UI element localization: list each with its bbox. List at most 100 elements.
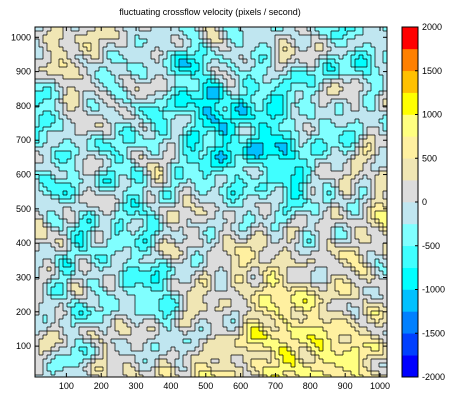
field-cell (87, 27, 92, 32)
field-cell (187, 195, 192, 200)
field-cell (287, 191, 292, 196)
field-cell (327, 107, 332, 112)
field-cell (359, 175, 364, 180)
field-cell (287, 159, 292, 164)
field-cell (239, 67, 244, 72)
field-cell (331, 207, 336, 212)
field-cell (379, 211, 384, 216)
field-cell (47, 239, 52, 244)
field-cell (319, 67, 324, 72)
field-cell (191, 91, 196, 96)
field-cell (111, 171, 116, 176)
field-cell (167, 27, 172, 32)
field-cell (367, 87, 372, 92)
field-cell (235, 143, 240, 148)
field-cell (43, 67, 48, 72)
field-cell (359, 111, 364, 116)
field-cell (355, 99, 360, 104)
field-cell (39, 231, 44, 236)
field-cell (319, 35, 324, 40)
field-cell (247, 35, 252, 40)
field-cell (235, 139, 240, 144)
field-cell (67, 71, 72, 76)
field-cell (311, 63, 316, 68)
field-cell (111, 199, 116, 204)
field-cell (383, 63, 387, 68)
field-cell (131, 151, 136, 156)
field-cell (123, 91, 128, 96)
field-cell (343, 71, 348, 76)
field-cell (263, 211, 268, 216)
field-cell (63, 159, 68, 164)
field-cell (51, 247, 56, 252)
field-cell (35, 183, 40, 188)
field-cell (267, 95, 272, 100)
field-cell (55, 251, 60, 256)
field-cell (151, 235, 156, 240)
field-cell (147, 179, 152, 184)
field-cell (263, 135, 268, 140)
field-cell (331, 203, 336, 208)
field-cell (127, 103, 132, 108)
field-cell (75, 39, 80, 44)
field-cell (163, 175, 168, 180)
field-cell (35, 151, 40, 156)
field-cell (127, 119, 132, 124)
field-cell (251, 127, 256, 132)
field-cell (111, 187, 116, 192)
field-cell (183, 111, 188, 116)
field-cell (279, 91, 284, 96)
field-cell (227, 163, 232, 168)
field-cell (143, 247, 148, 252)
field-cell (75, 211, 80, 216)
field-cell (71, 39, 76, 44)
field-cell (163, 47, 168, 52)
field-cell (67, 163, 72, 168)
field-cell (135, 187, 140, 192)
field-cell (367, 35, 372, 40)
field-cell (343, 159, 348, 164)
field-cell (299, 159, 304, 164)
field-cell (103, 59, 108, 64)
field-cell (43, 87, 48, 92)
field-cell (331, 243, 336, 248)
field-cell (247, 123, 252, 128)
field-cell (123, 187, 128, 192)
field-cell (83, 231, 88, 236)
field-cell (223, 203, 228, 208)
field-cell (323, 131, 328, 136)
field-cell (267, 43, 272, 48)
field-cell (55, 219, 60, 224)
field-cell (291, 95, 296, 100)
field-cell (147, 195, 152, 200)
field-cell (63, 75, 68, 80)
field-cell (215, 147, 220, 152)
field-cell (375, 231, 380, 236)
field-cell (275, 247, 280, 252)
field-cell (227, 119, 232, 124)
field-cell (379, 175, 384, 180)
field-cell (195, 191, 200, 196)
field-cell (63, 107, 68, 112)
field-cell (59, 59, 64, 64)
field-cell (179, 111, 184, 116)
field-cell (163, 247, 168, 252)
field-cell (171, 203, 176, 208)
field-cell (203, 63, 208, 68)
field-cell (223, 135, 228, 140)
field-cell (51, 215, 56, 220)
field-cell (247, 147, 252, 152)
field-cell (107, 135, 112, 140)
field-cell (87, 59, 92, 64)
field-cell (283, 39, 288, 44)
field-cell (327, 51, 332, 56)
field-cell (315, 247, 320, 252)
field-cell (35, 55, 40, 60)
field-cell (231, 91, 236, 96)
field-cell (351, 159, 356, 164)
field-cell (251, 63, 256, 68)
field-cell (291, 59, 296, 64)
field-cell (319, 43, 324, 48)
field-cell (163, 75, 168, 80)
field-cell (251, 87, 256, 92)
